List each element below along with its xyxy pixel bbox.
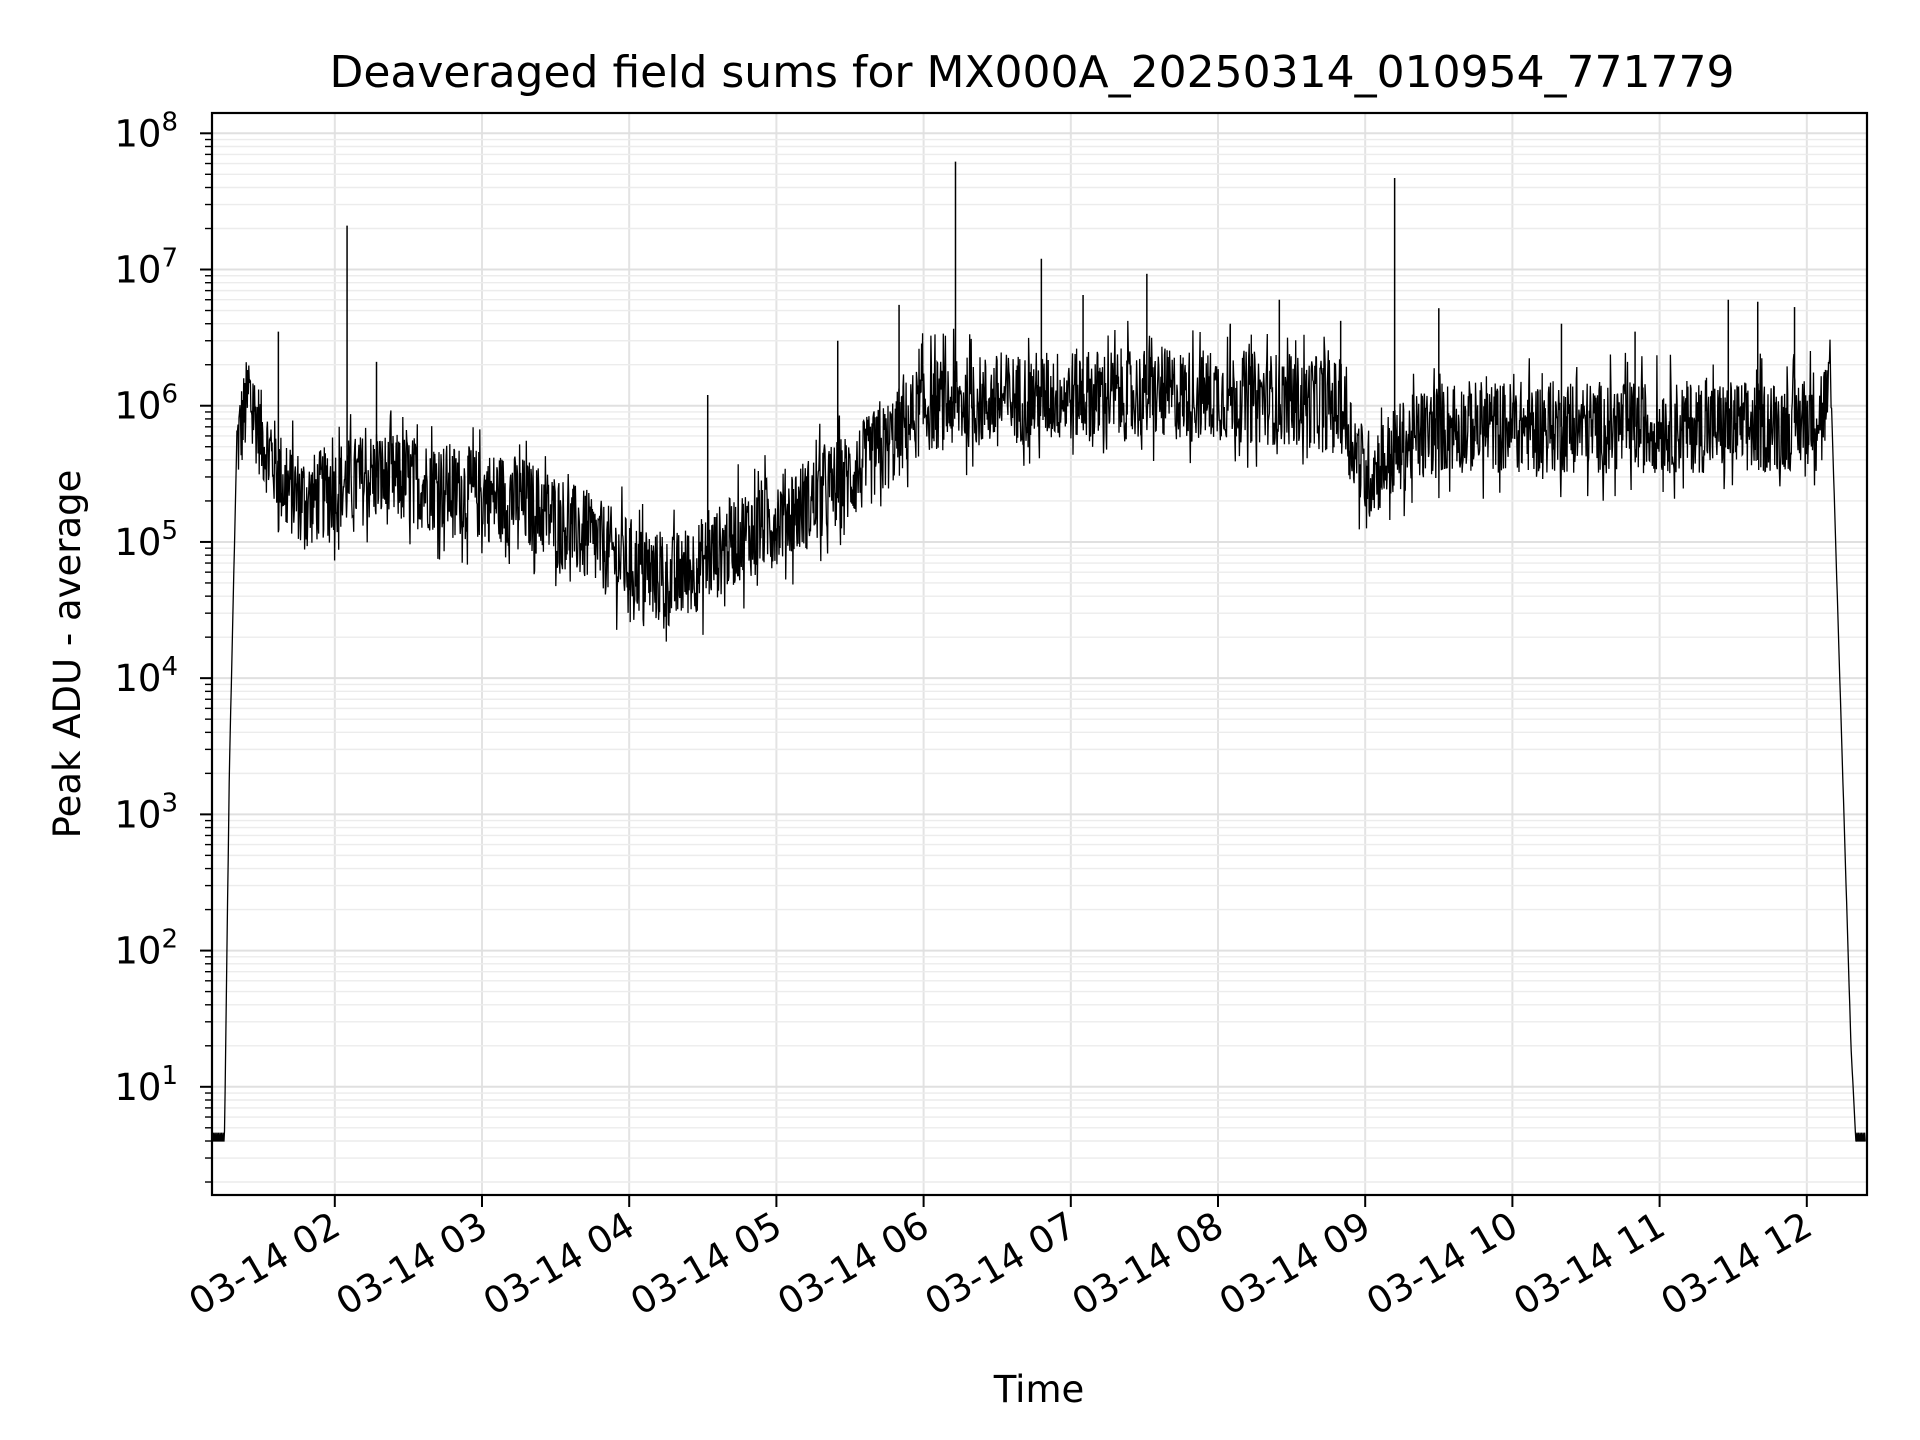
chart-title: Deaveraged field sums for MX000A_2025031… bbox=[329, 47, 1734, 98]
x-tick-label: 03-14 08 bbox=[1065, 1204, 1231, 1324]
x-tick-label: 03-14 12 bbox=[1654, 1204, 1820, 1324]
y-tick-label: 108 bbox=[114, 107, 178, 155]
y-tick-label: 107 bbox=[114, 244, 178, 292]
x-tick-label: 03-14 10 bbox=[1359, 1204, 1525, 1324]
y-tick-label: 102 bbox=[114, 925, 178, 973]
series-line bbox=[211, 320, 1866, 1142]
y-tick-label: 103 bbox=[114, 788, 178, 836]
grid bbox=[212, 113, 1867, 1195]
x-tick-label: 03-14 07 bbox=[918, 1204, 1084, 1324]
x-tick-label: 03-14 06 bbox=[771, 1204, 937, 1324]
x-tick-label: 03-14 05 bbox=[623, 1204, 789, 1324]
plot-frame bbox=[210, 111, 1869, 1197]
y-axis: 101 102 103 104 105 106 107 108 bbox=[114, 107, 212, 1183]
y-axis-label: Peak ADU - average bbox=[46, 470, 89, 839]
x-tick-label: 03-14 04 bbox=[476, 1204, 642, 1324]
x-tick-label: 03-14 11 bbox=[1507, 1204, 1673, 1324]
plot-area bbox=[211, 161, 1866, 1142]
x-axis-label: Time bbox=[993, 1368, 1085, 1411]
x-tick-label: 03-14 09 bbox=[1212, 1204, 1378, 1324]
y-tick-label: 104 bbox=[114, 652, 178, 700]
y-tick-label: 106 bbox=[114, 380, 178, 428]
x-tick-label: 03-14 03 bbox=[329, 1204, 495, 1324]
y-tick-label: 101 bbox=[114, 1061, 178, 1109]
x-tick-label: 03-14 02 bbox=[182, 1204, 348, 1324]
y-tick-label: 105 bbox=[114, 516, 178, 564]
